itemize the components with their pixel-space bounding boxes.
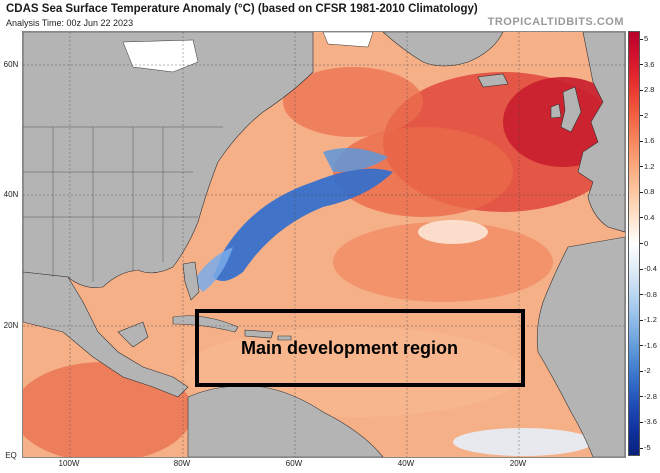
ireland [550, 103, 562, 119]
colorbar-tick-label: -1.2 [640, 315, 657, 324]
puerto-rico [277, 335, 292, 341]
great-britain [560, 86, 582, 133]
analysis-time: Analysis Time: 00z Jun 22 2023 [6, 18, 134, 28]
map-canvas [23, 32, 625, 457]
colorbar-tick-label: 0.8 [640, 187, 654, 196]
warm-anomaly-subtropical [333, 222, 553, 302]
neutral-patch-south [453, 428, 593, 456]
brand-watermark: TROPICALTIDBITS.COM [487, 16, 624, 28]
cool-anomaly-gulfstream [213, 168, 393, 281]
colorbar-tick-label: -2.8 [640, 392, 657, 401]
yucatan-peninsula [117, 321, 149, 348]
lon-label-60w: 60W [285, 459, 303, 468]
main-development-region-box [195, 309, 525, 387]
cool-anomaly-coastal [193, 247, 233, 292]
map-title: CDAS Sea Surface Temperature Anomaly (°C… [6, 3, 478, 15]
hispaniola [244, 329, 274, 339]
colorbar-tick-label: 1.2 [640, 162, 654, 171]
colorbar-tick-label: 2.8 [640, 85, 654, 94]
hudson-bay-ice [122, 39, 199, 73]
lon-label-40w: 40W [397, 459, 415, 468]
main-development-region-label: Main development region [241, 338, 459, 358]
colorbar-tick-label: -0.8 [640, 290, 657, 299]
lon-label-20w: 20W [509, 459, 527, 468]
colorbar-tick-label: -1.6 [640, 341, 657, 350]
colorbar-tick-label: 5 [640, 34, 648, 43]
colorbar-tick-label: -3.6 [640, 417, 657, 426]
cuba [172, 315, 239, 333]
greenland [382, 32, 504, 67]
colorbar-ticks: 5 3.6 2.8 2 1.6 1.2 0.8 0.4 0 -0.4 -0.8 -1.2 -1.6 -2 -… [640, 31, 660, 456]
lat-label-eq: EQ [5, 451, 17, 460]
north-america-landmass [23, 32, 314, 288]
colorbar-tick-label: 2 [640, 111, 648, 120]
iceland [477, 73, 509, 88]
florida-peninsula [182, 261, 200, 301]
colorbar [628, 31, 640, 456]
political-borders [23, 126, 223, 282]
arctic-ice [322, 32, 374, 48]
colorbar-tick-label: 3.6 [640, 60, 654, 69]
africa-landmass [536, 236, 625, 457]
europe-landmass [577, 32, 625, 233]
sst-anomaly-map [22, 31, 626, 458]
neutral-patch [418, 220, 488, 244]
lat-label-40n: 40N [3, 190, 19, 199]
warm-anomaly-north [283, 67, 423, 137]
lat-label-20n: 20N [3, 321, 19, 330]
colorbar-tick-label: 0 [640, 239, 648, 248]
colorbar-tick-label: -0.4 [640, 264, 657, 273]
lon-label-100w: 100W [58, 459, 80, 468]
colorbar-tick-label: 0.4 [640, 213, 654, 222]
warm-anomaly-central [333, 127, 513, 217]
cool-anomaly-newfoundland [323, 148, 388, 172]
colorbar-tick-label: -2 [640, 366, 651, 375]
colorbar-tick-label: 1.6 [640, 136, 654, 145]
colorbar-tick-label: -5 [640, 443, 651, 452]
lon-label-80w: 80W [173, 459, 191, 468]
mexico-central-america [23, 271, 189, 398]
lat-label-60n: 60N [3, 60, 19, 69]
